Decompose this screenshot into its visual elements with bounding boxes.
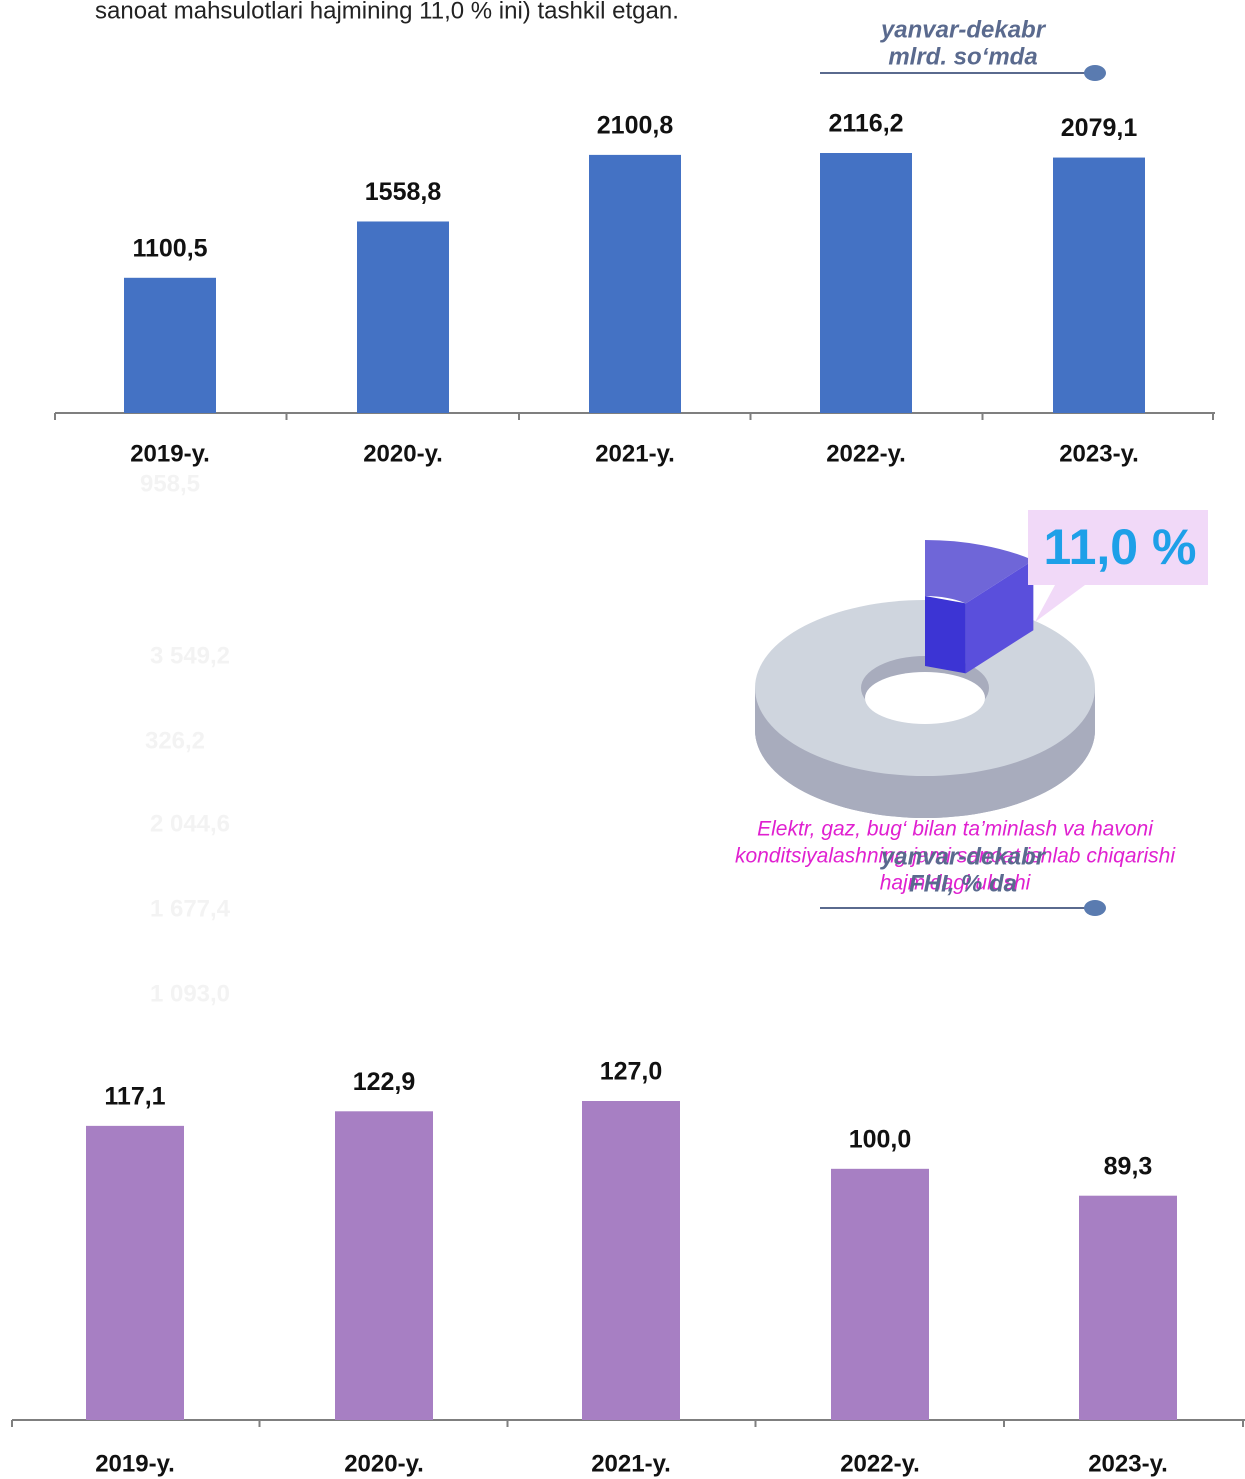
bar	[1053, 157, 1145, 413]
value-label: 117,1	[104, 1082, 165, 1110]
x-tick-label: 2021-y.	[591, 1450, 671, 1477]
donut-hole-inner	[865, 672, 985, 724]
caption: konditsiyalashning jami sanoat ishlab ch…	[735, 845, 1176, 868]
annotation-dot	[1084, 900, 1106, 916]
bar	[582, 1101, 680, 1420]
callout	[1028, 510, 1208, 622]
value-label: 2100,8	[597, 112, 674, 140]
x-tick-label: 2020-y.	[363, 440, 443, 467]
caption: Elektr, gaz, bug‘ bilan ta’minlash va ha…	[757, 818, 1154, 841]
value-label: 100,0	[849, 1125, 912, 1153]
bar	[124, 277, 216, 413]
x-tick-label: 2020-y.	[344, 1450, 424, 1477]
value-label: 89,3	[1104, 1152, 1153, 1180]
pie-slice	[925, 540, 1034, 604]
slice-side	[925, 596, 966, 674]
value-label: 2079,1	[1061, 114, 1138, 142]
header-text: sanoat mahsulotlari hajmining 11,0 % ini…	[95, 0, 679, 24]
value-label: 127,0	[600, 1058, 663, 1086]
faded-label: 958,5	[140, 470, 200, 497]
faded-label: 1 677,4	[150, 895, 231, 922]
x-tick-label: 2023-y.	[1059, 440, 1139, 467]
x-tick-label: 2022-y.	[826, 440, 906, 467]
faded-label: 2 044,6	[150, 810, 230, 837]
value-label: 11,0 %	[1044, 519, 1197, 575]
x-tick-label: 2021-y.	[595, 440, 675, 467]
bar	[820, 153, 912, 413]
annotation: FHI, % da	[909, 870, 1017, 897]
value-label: 122,9	[353, 1068, 416, 1096]
value-label: 1100,5	[132, 234, 207, 262]
slice-end	[965, 560, 1034, 674]
annotation: yanvar-dekabr	[880, 16, 1047, 43]
bar	[589, 154, 681, 413]
value-label: 1558,8	[365, 178, 442, 206]
x-tick-label: 2023-y.	[1088, 1450, 1168, 1477]
caption: hajmidagi ulushi	[880, 872, 1032, 895]
bar	[86, 1125, 184, 1420]
bar	[831, 1168, 929, 1420]
value-label: 2116,2	[828, 110, 903, 138]
x-tick-label: 2019-y.	[95, 1450, 175, 1477]
faded-label: 3 549,2	[150, 642, 230, 669]
x-tick-label: 2019-y.	[130, 440, 210, 467]
annotation: yanvar-dekabr	[880, 843, 1047, 870]
faded-label: 326,2	[145, 727, 205, 754]
x-tick-label: 2022-y.	[840, 1450, 920, 1477]
annotation: mlrd. so‘mda	[888, 43, 1037, 70]
annotation-dot	[1084, 65, 1106, 81]
bar	[335, 1111, 433, 1420]
faded-label: 1 093,0	[150, 980, 230, 1007]
bar	[357, 221, 449, 413]
bar	[1079, 1195, 1177, 1420]
